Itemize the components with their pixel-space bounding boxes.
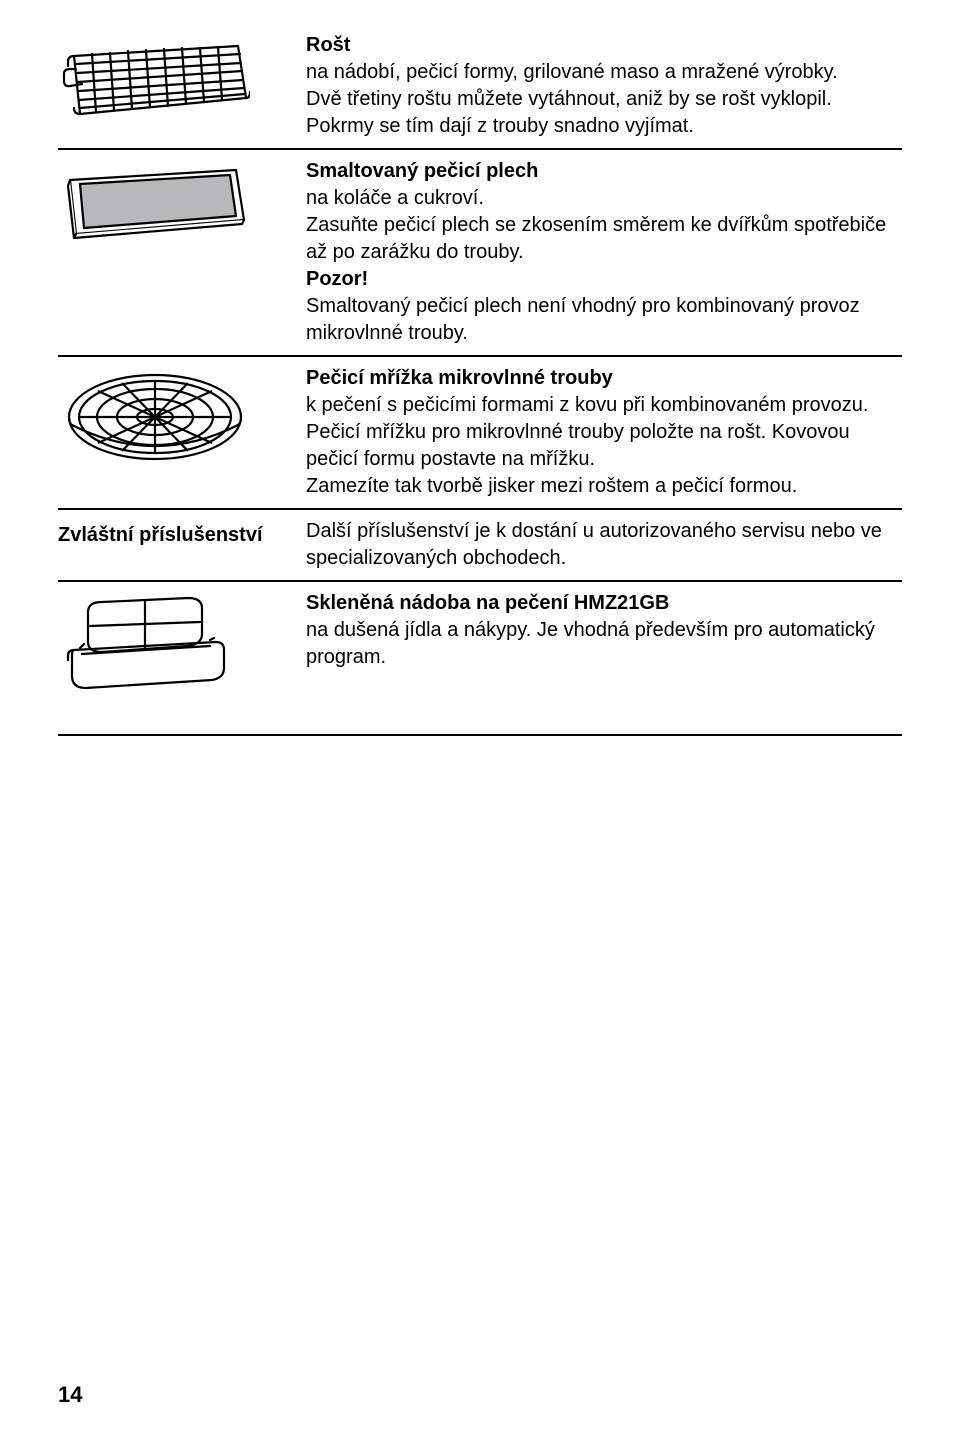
- item-title: Skleněná nádoba na pečení HMZ21GB: [306, 590, 902, 617]
- section-label: Zvláštní příslušenství: [58, 522, 263, 549]
- item-text-col: Skleněná nádoba na pečení HMZ21GB na duš…: [306, 590, 902, 694]
- item-title: Pečicí mřížka mikrovlnné trouby: [306, 365, 902, 392]
- page-number: 14: [58, 1380, 82, 1410]
- item-row-plech: Smaltovaný pečicí plech na koláče a cukr…: [58, 150, 902, 357]
- item-text-col: Další příslušenství je k dostání u autor…: [306, 518, 902, 572]
- item-body: na dušená jídla a nákypy. Je vhodná před…: [306, 617, 902, 671]
- item-title: Smaltovaný pečicí plech: [306, 158, 902, 185]
- round-grid-icon: [58, 365, 258, 469]
- item-body: Smaltovaný pečicí plech není vhodný pro …: [306, 293, 902, 347]
- item-body: Další příslušenství je k dostání u autor…: [306, 518, 902, 572]
- item-label-col: Zvláštní příslušenství: [58, 518, 306, 572]
- item-body: na nádobí, pečicí formy, grilované maso …: [306, 59, 902, 140]
- item-row-rost: Rošt na nádobí, pečicí formy, grilované …: [58, 24, 902, 150]
- glass-dish-icon: [58, 590, 258, 694]
- item-row-special: Zvláštní příslušenství Další příslušenst…: [58, 510, 902, 582]
- item-warning: Pozor!: [306, 266, 902, 293]
- item-text-col: Pečicí mřížka mikrovlnné trouby k pečení…: [306, 365, 902, 500]
- baking-tray-icon: [58, 158, 258, 242]
- item-body: na koláče a cukroví. Zasuňte pečicí plec…: [306, 185, 902, 266]
- item-icon-col: [58, 590, 306, 694]
- item-text-col: Smaltovaný pečicí plech na koláče a cukr…: [306, 158, 902, 347]
- wire-rack-icon: [58, 32, 258, 124]
- item-body: k pečení s pečicími formami z kovu při k…: [306, 392, 902, 500]
- item-row-mrizka: Pečicí mřížka mikrovlnné trouby k pečení…: [58, 357, 902, 510]
- item-title: Rošt: [306, 32, 902, 59]
- item-icon-col: [58, 158, 306, 347]
- page-content: Rošt na nádobí, pečicí formy, grilované …: [0, 0, 960, 736]
- item-icon-col: [58, 32, 306, 140]
- item-icon-col: [58, 365, 306, 500]
- item-row-nadoba: Skleněná nádoba na pečení HMZ21GB na duš…: [58, 582, 902, 736]
- item-text-col: Rošt na nádobí, pečicí formy, grilované …: [306, 32, 902, 140]
